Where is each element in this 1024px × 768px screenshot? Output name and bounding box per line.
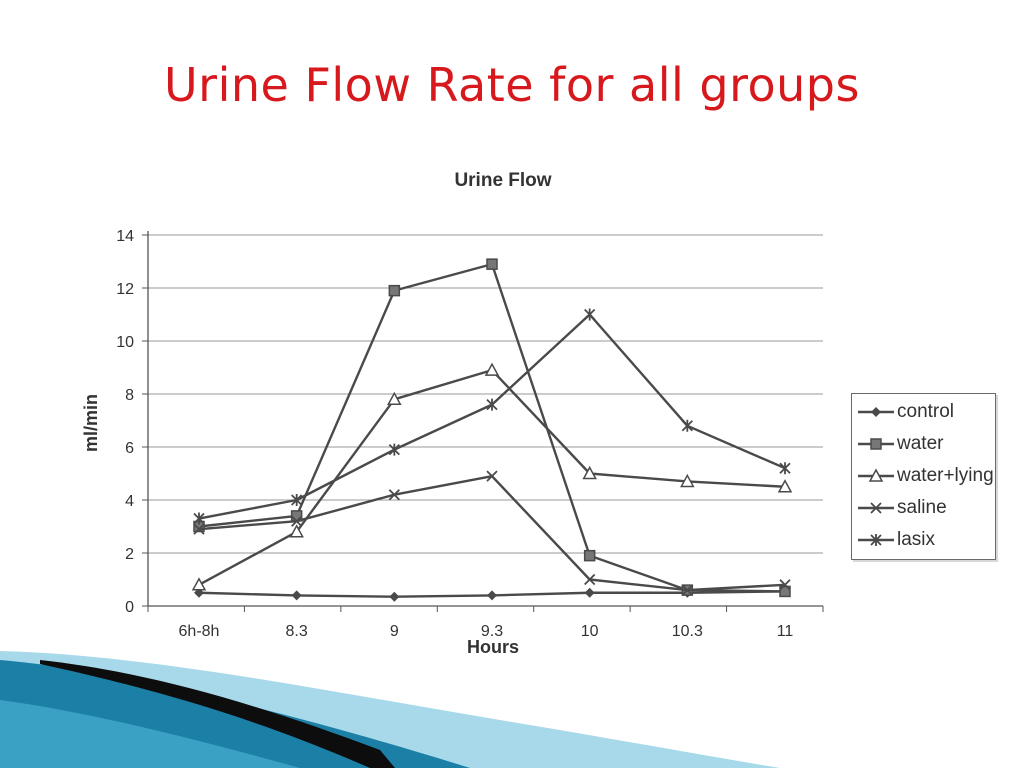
x-tick-label: 6h-8h [179, 623, 220, 640]
y-tick-label: 12 [116, 281, 134, 298]
data-point [487, 590, 497, 601]
legend-swatch [858, 502, 894, 514]
legend-label: water [897, 433, 944, 454]
series-line-water [198, 262, 786, 593]
legend-label: water+lying [897, 465, 994, 486]
data-point [193, 512, 205, 525]
gridlines [148, 234, 823, 554]
legend-item-water-lying: water+lying [856, 461, 994, 491]
y-axis-label: ml/min [81, 394, 101, 452]
data-point [387, 391, 402, 406]
series-lines [191, 258, 793, 602]
y-tick-label: 8 [125, 387, 134, 404]
chart-title: Urine Flow [454, 170, 551, 191]
y-tick-label: 4 [125, 493, 134, 510]
legend-swatch [858, 534, 894, 546]
legend-marker [871, 407, 881, 417]
legend-item-saline: saline [856, 493, 947, 523]
data-point [388, 284, 401, 297]
legend-marker [870, 502, 882, 514]
legend-label: saline [897, 497, 947, 518]
x-tick-label: 9 [390, 623, 399, 640]
data-point [779, 579, 791, 591]
data-point [389, 591, 400, 602]
y-tick-label: 2 [125, 546, 134, 563]
x-tick-label: 9.3 [481, 623, 503, 640]
y-tick-label: 10 [116, 334, 134, 351]
legend-item-water: water [856, 429, 943, 459]
data-point [779, 462, 791, 475]
legend-marker [870, 534, 882, 546]
data-point [289, 524, 304, 538]
data-point [291, 590, 302, 601]
legend-label: control [897, 401, 955, 422]
data-point [486, 398, 498, 411]
data-point [681, 419, 693, 432]
legend-marker [870, 438, 882, 450]
data-point [680, 473, 695, 488]
series-water [193, 258, 791, 598]
data-point [584, 573, 596, 586]
data-point [388, 489, 400, 501]
series-lasix [193, 308, 791, 525]
data-point [193, 523, 205, 535]
x-axis-label: Hours [467, 637, 519, 657]
data-point [388, 443, 400, 456]
series-line-lasix [198, 313, 786, 520]
x-tick-label: 10.3 [672, 623, 703, 640]
x-tick-label: 10 [581, 623, 599, 640]
series-line-saline [198, 474, 786, 592]
series-water-lying [191, 362, 793, 591]
y-tick-label: 0 [125, 599, 134, 616]
axes [142, 231, 824, 612]
line-chart: Urine Flow ml/min Hours 0 2 4 6 8 10 12 14 6h-8h… [81, 170, 824, 657]
data-point [779, 585, 791, 598]
y-tick-label: 14 [116, 228, 134, 245]
data-point [191, 577, 207, 591]
chart-figure: Urine Flow ml/min Hours 0 2 4 6 8 10 12 14 6h-8h… [60, 160, 840, 670]
data-point [584, 308, 596, 321]
data-point [777, 479, 793, 493]
y-tick-label: 6 [125, 440, 134, 457]
wave-blue-band [0, 660, 470, 768]
legend-swatch [858, 438, 894, 450]
wave-dark-stroke [40, 660, 395, 768]
legend-swatch [858, 407, 894, 417]
legend-item-control: control [856, 397, 954, 427]
data-point [582, 465, 597, 480]
wave-mid-band [0, 700, 300, 768]
data-point [486, 470, 498, 482]
legend-item-lasix: lasix [856, 525, 935, 555]
legend-swatch [858, 468, 894, 482]
slide-title: Urine Flow Rate for all groups [164, 58, 860, 112]
data-point [583, 549, 596, 562]
tick-labels: 0 2 4 6 8 10 12 14 6h-8h 8.3 9 9.3 10 10.3 11 [116, 228, 793, 640]
series-saline [193, 470, 791, 596]
data-point [681, 584, 693, 596]
data-point [291, 515, 303, 527]
chart-legend: control water water+lying saline lasix [851, 393, 996, 560]
x-tick-label: 11 [777, 623, 794, 640]
data-point [486, 258, 498, 270]
legend-marker [868, 468, 884, 482]
data-point [484, 362, 500, 376]
legend-label: lasix [897, 529, 936, 550]
x-tick-label: 8.3 [286, 623, 308, 640]
data-point [584, 587, 595, 598]
data-point [291, 494, 303, 506]
